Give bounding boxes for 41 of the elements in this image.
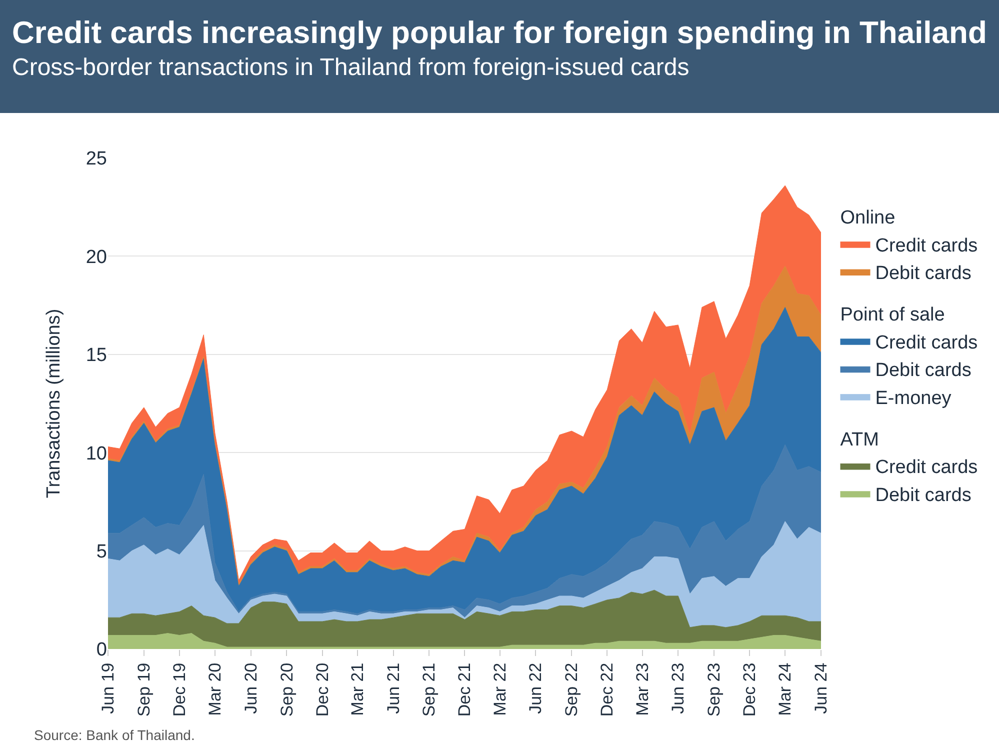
chart-title: Credit cards increasingly popular for foreign spending in Thailand (12, 14, 987, 52)
chart-subtitle: Cross-border transactions in Thailand from foreign-issued cards (12, 53, 690, 83)
x-tick-label: Sep 19 (134, 662, 154, 717)
x-tick-label: Dec 22 (598, 662, 617, 717)
x-tick-label: Sep 22 (562, 662, 582, 717)
legend-label: Credit cards (875, 235, 978, 256)
y-tick-label: 15 (86, 345, 107, 366)
text: ATM (840, 429, 879, 450)
x-tick-label: Mar 23 (632, 662, 652, 716)
x-tick-label: Sep 21 (420, 662, 439, 717)
legend-label: Credit cards (875, 457, 978, 478)
y-tick-label: 10 (86, 443, 107, 464)
y-tick-label: 20 (86, 246, 107, 268)
x-tick-label: Sep 20 (277, 662, 296, 717)
x-tick-label: Dec 23 (740, 662, 760, 717)
x-tick-label: Jun 19 (98, 662, 118, 714)
x-tick-label: Dec 21 (455, 662, 474, 717)
y-tick-label: 0 (96, 640, 107, 661)
legend-label: Debit cards (875, 360, 972, 382)
x-tick-label: Jun 24 (812, 662, 831, 714)
x-tick-label: Mar 22 (490, 662, 510, 716)
x-tick-label: Dec 19 (170, 662, 189, 717)
x-tick-label: Mar 20 (205, 662, 224, 716)
x-tick-label: Jun 23 (668, 662, 688, 714)
legend-label: Debit cards (875, 262, 972, 284)
x-tick-label: Jun 20 (241, 662, 260, 714)
x-tick-label: Jun 21 (384, 662, 403, 714)
x-tick-label: Dec 20 (312, 662, 332, 717)
y-tick-label: 5 (96, 541, 107, 562)
legend-label: Credit cards (875, 332, 978, 354)
text: Online (840, 208, 896, 229)
source-note: Source: Bank of Thailand. (34, 727, 195, 743)
x-tick-label: Mar 21 (348, 662, 367, 716)
y-tick-label: 25 (86, 148, 107, 170)
x-tick-label: Mar 24 (776, 662, 795, 716)
x-tick-label: Sep 23 (704, 662, 724, 717)
legend-label: Debit cards (875, 484, 972, 506)
legend-label: E-money (875, 388, 952, 409)
y-axis-title: Transactions (millions) (44, 308, 65, 498)
x-tick-label: Jun 22 (526, 662, 546, 714)
text: Point of sale (840, 304, 945, 326)
